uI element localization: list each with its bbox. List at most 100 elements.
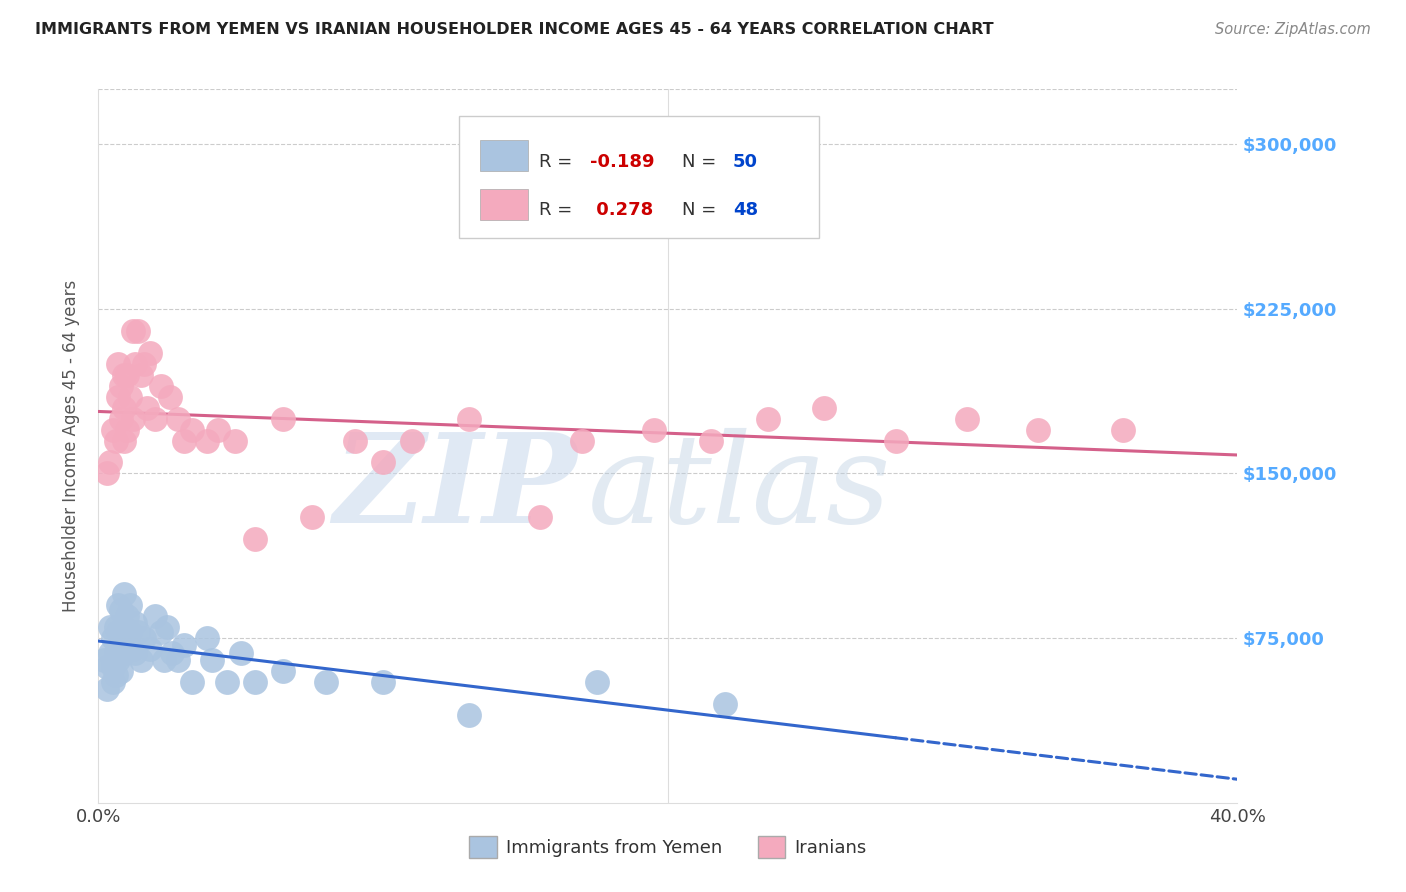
Point bbox=[173, 434, 195, 448]
Point bbox=[107, 624, 129, 639]
Point bbox=[243, 533, 266, 547]
Point bbox=[98, 620, 121, 634]
Text: 50: 50 bbox=[733, 153, 758, 170]
Text: IMMIGRANTS FROM YEMEN VS IRANIAN HOUSEHOLDER INCOME AGES 45 - 64 YEARS CORRELATI: IMMIGRANTS FROM YEMEN VS IRANIAN HOUSEHO… bbox=[35, 22, 994, 37]
Point bbox=[150, 624, 173, 639]
Point bbox=[315, 675, 337, 690]
Point bbox=[145, 609, 167, 624]
Point bbox=[127, 324, 149, 338]
Point bbox=[93, 653, 115, 667]
Point bbox=[121, 642, 143, 657]
Point bbox=[373, 455, 395, 469]
Point bbox=[101, 659, 124, 673]
Legend: Immigrants from Yemen, Iranians: Immigrants from Yemen, Iranians bbox=[463, 829, 873, 865]
Point bbox=[112, 620, 135, 634]
Point bbox=[1112, 423, 1135, 437]
Point bbox=[104, 620, 127, 634]
Point bbox=[112, 368, 135, 382]
Text: Source: ZipAtlas.com: Source: ZipAtlas.com bbox=[1215, 22, 1371, 37]
Point bbox=[98, 647, 121, 661]
Text: -0.189: -0.189 bbox=[591, 153, 655, 170]
Point bbox=[101, 423, 124, 437]
Point bbox=[457, 411, 479, 425]
Point bbox=[104, 434, 127, 448]
Point bbox=[129, 368, 152, 382]
Point bbox=[127, 624, 149, 639]
Point bbox=[138, 345, 160, 359]
Point bbox=[373, 675, 395, 690]
Point bbox=[956, 411, 979, 425]
Point bbox=[107, 357, 129, 371]
Point bbox=[112, 401, 135, 415]
Text: ZIP: ZIP bbox=[333, 428, 576, 549]
Point bbox=[181, 423, 204, 437]
Point bbox=[167, 653, 190, 667]
Point bbox=[124, 615, 146, 630]
Point bbox=[132, 631, 155, 645]
FancyBboxPatch shape bbox=[479, 189, 527, 220]
Point bbox=[156, 620, 179, 634]
Point bbox=[110, 378, 132, 392]
Point bbox=[162, 647, 184, 661]
Point bbox=[115, 423, 138, 437]
Text: 0.278: 0.278 bbox=[591, 202, 654, 219]
Point bbox=[145, 411, 167, 425]
Point bbox=[110, 602, 132, 616]
Point bbox=[121, 324, 143, 338]
Point bbox=[207, 423, 229, 437]
Point bbox=[273, 411, 295, 425]
Point bbox=[585, 675, 607, 690]
Point bbox=[150, 378, 173, 392]
Point bbox=[229, 647, 252, 661]
Point bbox=[181, 675, 204, 690]
Point bbox=[167, 411, 190, 425]
Point bbox=[112, 587, 135, 601]
Point bbox=[884, 434, 907, 448]
Point bbox=[124, 357, 146, 371]
Point bbox=[132, 357, 155, 371]
Point bbox=[756, 411, 779, 425]
Point bbox=[215, 675, 238, 690]
Point bbox=[273, 664, 295, 678]
FancyBboxPatch shape bbox=[460, 116, 820, 237]
Text: R =: R = bbox=[538, 202, 572, 219]
Point bbox=[115, 368, 138, 382]
Point bbox=[457, 708, 479, 723]
Point bbox=[124, 647, 146, 661]
Text: atlas: atlas bbox=[588, 428, 891, 549]
Point bbox=[110, 631, 132, 645]
Point bbox=[1026, 423, 1049, 437]
Point bbox=[201, 653, 224, 667]
Point bbox=[529, 510, 551, 524]
Point bbox=[118, 390, 141, 404]
Point bbox=[96, 681, 118, 696]
Point bbox=[107, 598, 129, 612]
Point bbox=[107, 390, 129, 404]
Point bbox=[118, 598, 141, 612]
Point bbox=[115, 638, 138, 652]
Point bbox=[112, 647, 135, 661]
Point bbox=[699, 434, 721, 448]
Point bbox=[153, 653, 176, 667]
Point bbox=[173, 638, 195, 652]
Y-axis label: Householder Income Ages 45 - 64 years: Householder Income Ages 45 - 64 years bbox=[62, 280, 80, 612]
Point bbox=[224, 434, 246, 448]
Point bbox=[401, 434, 423, 448]
Point bbox=[110, 664, 132, 678]
Point bbox=[107, 653, 129, 667]
Point bbox=[104, 668, 127, 682]
Point bbox=[121, 411, 143, 425]
Point bbox=[96, 659, 118, 673]
Point bbox=[301, 510, 323, 524]
Text: N =: N = bbox=[682, 153, 716, 170]
Point bbox=[101, 675, 124, 690]
Point bbox=[104, 647, 127, 661]
Point bbox=[813, 401, 835, 415]
Point bbox=[96, 467, 118, 481]
Point bbox=[643, 423, 665, 437]
Point bbox=[159, 390, 181, 404]
Text: 48: 48 bbox=[733, 202, 758, 219]
Point bbox=[714, 697, 737, 711]
Point bbox=[571, 434, 593, 448]
Point bbox=[98, 455, 121, 469]
